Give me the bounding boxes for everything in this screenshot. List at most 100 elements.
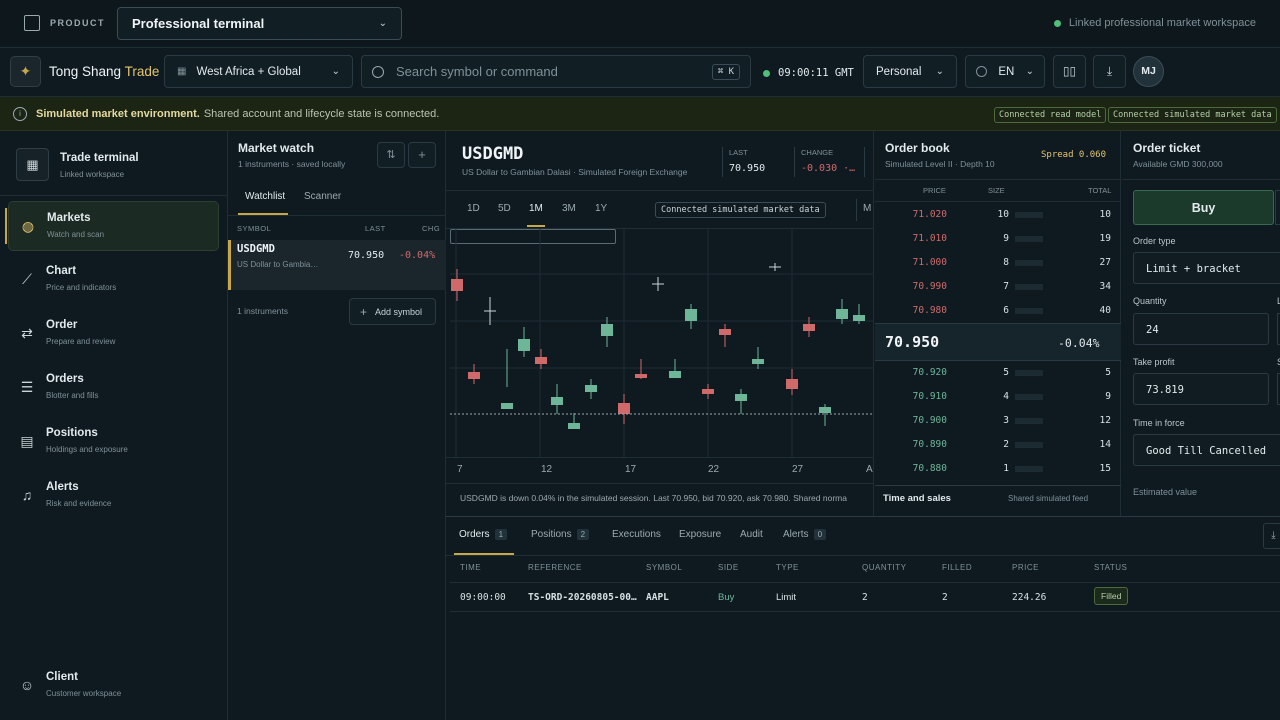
stop-field-edge[interactable] xyxy=(1277,373,1280,405)
avatar[interactable]: MJ xyxy=(1133,56,1164,87)
tab-active-underline xyxy=(238,213,288,215)
account-select[interactable]: Personal ⌄ xyxy=(863,55,957,88)
cell-type: Limit xyxy=(776,592,797,603)
candle-body xyxy=(719,329,731,335)
time-and-sales-sub: Shared simulated feed xyxy=(1008,494,1089,503)
sidebar-item-alerts[interactable]: ♫ Alerts Risk and evidence xyxy=(8,471,219,521)
sidebar-item-sub: Prepare and review xyxy=(46,337,116,346)
range-1d[interactable]: 1D xyxy=(467,203,480,214)
tab-alerts[interactable]: Alerts 0 xyxy=(783,529,827,540)
sidebar-item-orders[interactable]: ☰ Orders Blotter and fills xyxy=(8,363,219,413)
sidebar-item-label: Orders xyxy=(46,373,84,385)
depth-bar xyxy=(1015,466,1043,472)
bid-price: 70.920 xyxy=(912,367,947,378)
blotter-panel: Orders 1 Positions 2 Executions Exposure A… xyxy=(446,516,1280,720)
ask-row[interactable]: 70.990 7 34 xyxy=(875,275,1121,299)
region-select[interactable]: ▦ West Africa + Global ⌄ xyxy=(164,55,353,88)
take-profit-field[interactable]: 73.819 xyxy=(1133,373,1269,405)
book-icon[interactable]: ▯▯ xyxy=(1053,55,1086,88)
chart-desc: US Dollar to Gambian Dalasi · Simulated … xyxy=(462,167,688,177)
x-tick-label: 7 xyxy=(457,464,463,475)
bid-row[interactable]: 70.910 4 9 xyxy=(875,385,1121,409)
tab-positions[interactable]: Positions 2 xyxy=(531,529,590,540)
col-price: PRICE xyxy=(1012,563,1039,572)
download-icon[interactable]: ⤓ xyxy=(1093,55,1126,88)
brand-name-accent: Trade xyxy=(124,64,160,79)
bid-row[interactable]: 70.880 1 15 xyxy=(875,457,1121,481)
summary-divider xyxy=(446,483,874,484)
more-options[interactable]: M xyxy=(863,203,872,214)
product-select[interactable]: Professional terminal ⌄ xyxy=(117,7,402,40)
range-3m[interactable]: 3M xyxy=(562,203,576,214)
candle-body xyxy=(735,394,747,401)
plus-icon[interactable]: + xyxy=(408,142,436,168)
ask-row[interactable]: 71.020 10 10 xyxy=(875,203,1121,227)
sell-button-edge[interactable] xyxy=(1275,190,1280,225)
header-divider xyxy=(446,190,874,191)
bid-price: 70.890 xyxy=(912,439,947,450)
add-symbol-button[interactable]: + Add symbol xyxy=(349,298,436,325)
sidebar-item-markets[interactable]: ◍ Markets Watch and scan xyxy=(5,201,219,251)
mid-change: -0.04% xyxy=(1058,336,1100,350)
sidebar-item-chart[interactable]: ⟋ Chart Price and indicators xyxy=(8,255,219,305)
export-icon[interactable]: ⤓ xyxy=(1263,523,1280,549)
ask-row[interactable]: 71.000 8 27 xyxy=(875,251,1121,275)
tab-watchlist[interactable]: Watchlist xyxy=(245,191,286,202)
bid-row[interactable]: 70.890 2 14 xyxy=(875,433,1121,457)
quantity-field[interactable]: 24 xyxy=(1133,313,1269,345)
mid-price-row: 70.950 -0.04% xyxy=(875,323,1121,361)
sidebar-item-order[interactable]: ⇄ Order Prepare and review xyxy=(8,309,219,359)
range-5d[interactable]: 5D xyxy=(498,203,511,214)
bid-size: 4 xyxy=(1003,391,1009,402)
quantity-label: Quantity xyxy=(1133,296,1167,306)
tab-exposure[interactable]: Exposure xyxy=(679,529,721,540)
sidebar: ▦ Trade terminal Linked workspace ◍ Mark… xyxy=(0,131,228,720)
globe-icon xyxy=(976,66,987,77)
watchlist-row[interactable]: USDGMD US Dollar to Gambia… 70.950 -0.04… xyxy=(228,240,446,290)
search-input[interactable]: Search symbol or command ⌘ K xyxy=(361,55,751,88)
table-row[interactable] xyxy=(450,583,1280,612)
ticket-divider xyxy=(1122,179,1280,180)
language-select[interactable]: EN ⌄ xyxy=(965,55,1045,88)
ask-row[interactable]: 71.010 9 19 xyxy=(875,227,1121,251)
range-1y[interactable]: 1Y xyxy=(595,203,608,214)
globe-icon: ◍ xyxy=(21,218,35,234)
ask-row[interactable]: 70.980 6 40 xyxy=(875,299,1121,323)
bid-price: 70.880 xyxy=(912,463,947,474)
sidebar-item-client[interactable]: ☺ Client Customer workspace xyxy=(8,661,219,711)
bid-total: 12 xyxy=(1099,415,1111,426)
columns-icon[interactable]: ⇅ xyxy=(377,142,405,168)
bid-row[interactable]: 70.920 5 5 xyxy=(875,361,1121,385)
sidebar-item-positions[interactable]: ▤ Positions Holdings and exposure xyxy=(8,417,219,467)
limit-field-edge[interactable] xyxy=(1277,313,1280,345)
limit-label: L xyxy=(1277,296,1280,306)
ask-price: 71.010 xyxy=(912,233,947,244)
mid-price: 70.950 xyxy=(885,333,940,351)
change-value: -0.030 ·… xyxy=(801,163,856,174)
logo: ✦ xyxy=(10,56,41,87)
bid-row[interactable]: 70.900 3 12 xyxy=(875,409,1121,433)
candle-body xyxy=(601,324,613,336)
tab-orders[interactable]: Orders 1 xyxy=(459,529,508,540)
tab-executions[interactable]: Executions xyxy=(612,529,661,540)
depth-bar xyxy=(1015,236,1043,242)
tab-audit[interactable]: Audit xyxy=(740,529,763,540)
tab-scanner[interactable]: Scanner xyxy=(304,191,342,202)
x-tick-label: 17 xyxy=(625,464,637,475)
cell-filled: 2 xyxy=(942,592,948,603)
candle-body xyxy=(518,339,530,351)
sidebar-item-sub: Risk and evidence xyxy=(46,499,112,508)
chart-status-pill: Connected simulated market data xyxy=(655,202,826,218)
col-price: PRICE xyxy=(923,186,946,195)
chart-input[interactable] xyxy=(450,229,616,244)
chart-panel: USDGMD US Dollar to Gambian Dalasi · Sim… xyxy=(446,131,874,516)
order-type-select[interactable]: Limit + bracket xyxy=(1133,252,1280,284)
buy-button[interactable]: Buy xyxy=(1133,190,1274,225)
time-in-force-select[interactable]: Good Till Cancelled xyxy=(1133,434,1280,466)
add-symbol-label: Add symbol xyxy=(375,306,423,317)
top-bar: PRODUCT Professional terminal ⌄ Linked p… xyxy=(0,0,1280,48)
range-1m[interactable]: 1M xyxy=(529,203,543,214)
bid-size: 1 xyxy=(1003,463,1009,474)
brand-name: Tong Shang Trade xyxy=(49,64,159,79)
sidebar-item-sub: Price and indicators xyxy=(46,283,117,292)
